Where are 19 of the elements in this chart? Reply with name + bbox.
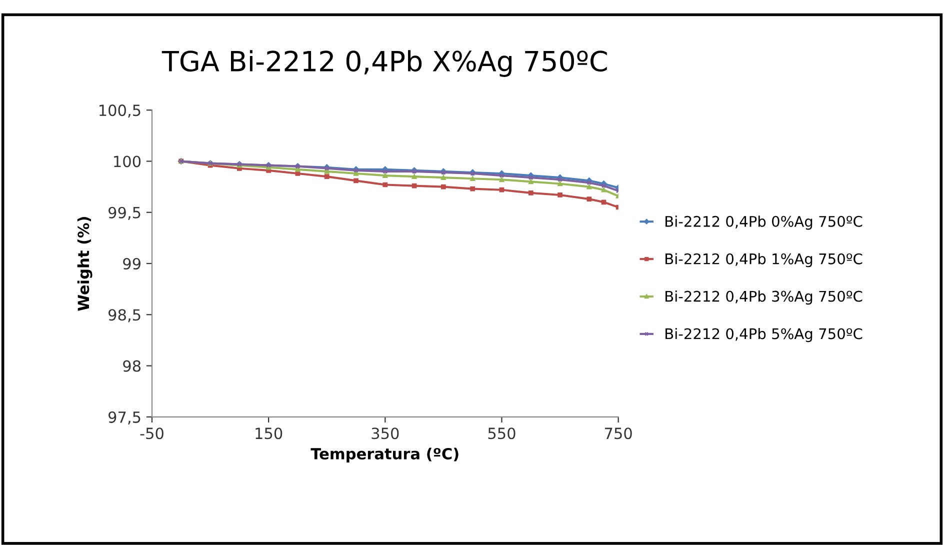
legend-label: Bi-2212 0,4Pb 3%Ag 750ºC — [666, 290, 862, 305]
x-tick-label: 350 — [372, 428, 399, 440]
y-tick-label: 97,5 — [108, 411, 140, 425]
y-tick-label: 100,5 — [100, 104, 140, 118]
x-tick-label: 150 — [256, 428, 282, 440]
x-tick-label: 550 — [488, 428, 516, 440]
legend-label: Bi-2212 0,4Pb 5%Ag 750ºC — [666, 328, 862, 342]
y-tick-label: 98,5 — [108, 309, 140, 322]
chart-title: TGA Bi-2212 0,4Pb X%Ag 750ºC — [162, 50, 607, 77]
y-tick-label: 100 — [114, 156, 141, 168]
x-axis-title: Temperatura (ºC) — [310, 448, 458, 462]
x-tick-label: -50 — [140, 428, 164, 440]
x-tick-label: 750 — [604, 428, 632, 440]
y-axis-title: Weight (%) — [77, 217, 92, 311]
legend-label: Bi-2212 0,4Pb 0%Ag 750ºC — [666, 216, 862, 230]
y-tick-label: 98 — [123, 360, 141, 372]
y-tick-label: 99,5 — [108, 206, 140, 220]
legend-label: Bi-2212 0,4Pb 1%Ag 750ºC — [666, 253, 862, 268]
y-tick-label: 99 — [123, 258, 140, 270]
